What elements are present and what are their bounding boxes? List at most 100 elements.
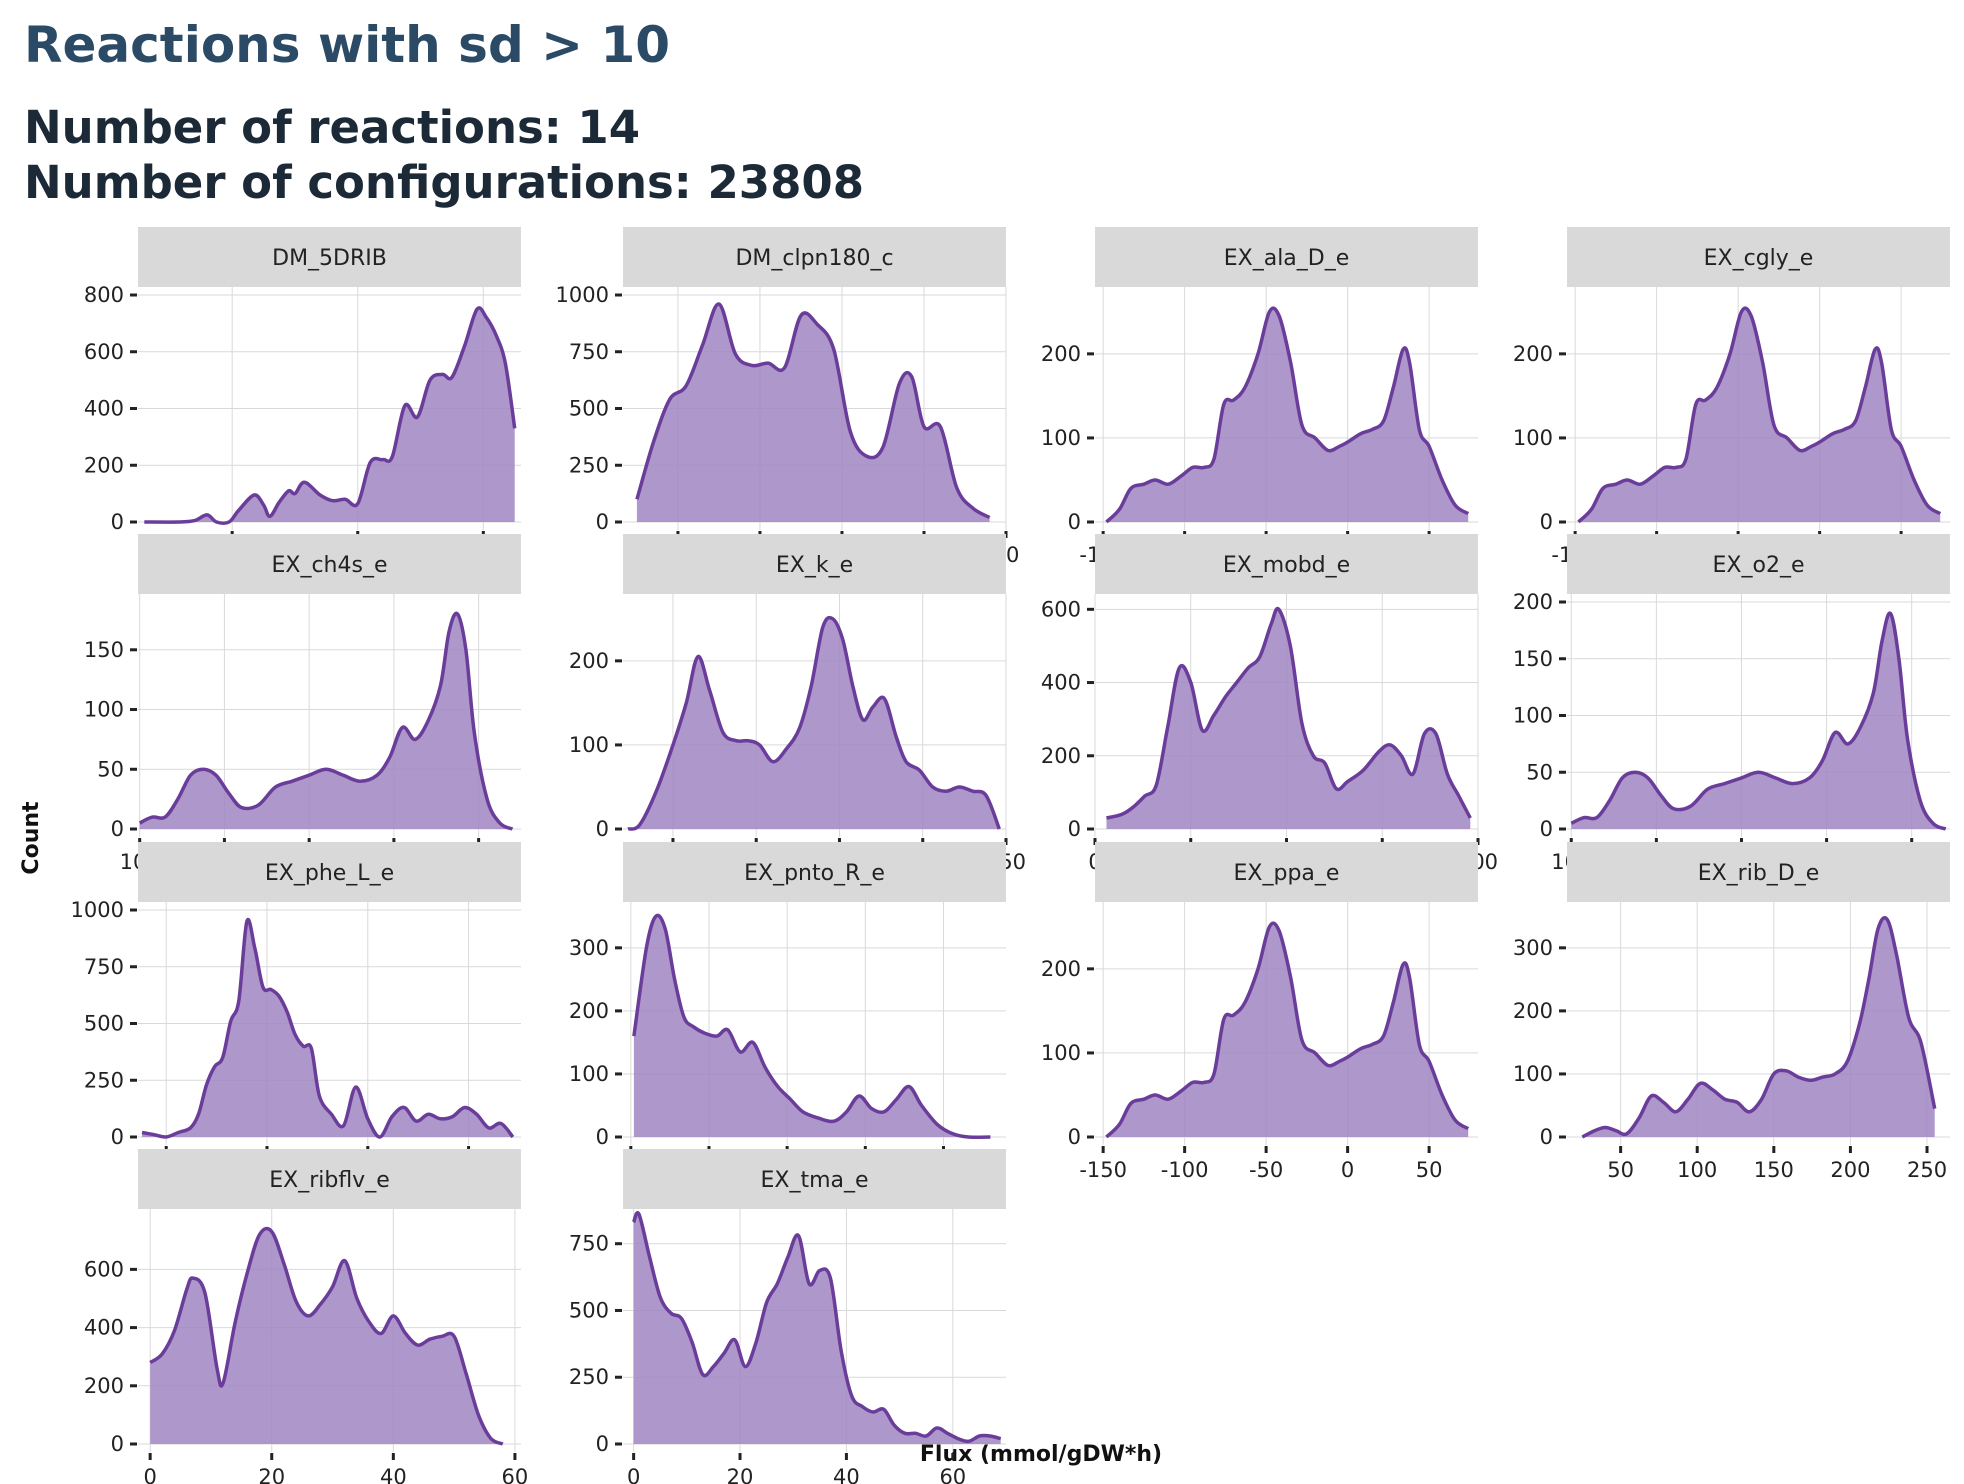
y-tick-label: 300 bbox=[1513, 936, 1553, 960]
y-tick-label: 100 bbox=[1041, 1041, 1081, 1065]
density-area bbox=[139, 613, 513, 829]
x-tick-label: 50 bbox=[1416, 1158, 1443, 1182]
x-tick-label: 20 bbox=[258, 1465, 285, 1484]
density-line bbox=[1570, 611, 1947, 831]
density-line bbox=[144, 306, 517, 525]
y-tick-label: 0 bbox=[1540, 817, 1553, 841]
subtitle-configurations-count: Number of configurations: 23808 bbox=[24, 156, 865, 209]
density-area bbox=[633, 1212, 1001, 1444]
facet-strip-label: DM_5DRIB bbox=[272, 246, 387, 271]
x-tick-label: 50 bbox=[1607, 1158, 1634, 1182]
facet-strip-label: EX_ppa_e bbox=[1234, 861, 1340, 886]
y-tick-label: 200 bbox=[569, 999, 609, 1023]
facet-strip-label: EX_tma_e bbox=[760, 1168, 868, 1193]
facet-strip bbox=[138, 227, 521, 287]
y-tick-label: 750 bbox=[84, 955, 124, 979]
x-tick-label: -100 bbox=[1161, 1158, 1209, 1182]
facet-strip bbox=[623, 227, 1006, 287]
x-tick-label: 250 bbox=[1907, 1158, 1947, 1182]
chart-title: Reactions with sd > 10 bbox=[24, 16, 671, 74]
density-line bbox=[1105, 921, 1470, 1139]
y-tick-label: 0 bbox=[1068, 1125, 1081, 1149]
facet-strip bbox=[138, 534, 521, 594]
subtitle-reactions-count: Number of reactions: 14 bbox=[24, 101, 641, 154]
facet-strip-label: EX_cgly_e bbox=[1704, 246, 1814, 271]
facet-strip bbox=[138, 1149, 521, 1209]
x-tick-label: 60 bbox=[502, 1465, 529, 1484]
y-tick-label: 250 bbox=[569, 1365, 609, 1389]
facet-strip-label: EX_rib_D_e bbox=[1698, 861, 1820, 886]
x-tick-label: 20 bbox=[727, 1465, 754, 1484]
y-axis-title: Count bbox=[19, 801, 44, 875]
density-line bbox=[632, 913, 991, 1139]
x-tick-label: 100 bbox=[1677, 1158, 1717, 1182]
facet-panel-ex-rib-d-e: EX_rib_D_e 50 100 150 200 250 0 100 200 300 bbox=[1513, 842, 1950, 1182]
facet-strip bbox=[623, 534, 1006, 594]
y-tick-label: 100 bbox=[1041, 426, 1081, 450]
y-tick-label: 100 bbox=[1513, 426, 1553, 450]
facet-panel-ex-mobd-e: EX_mobd_e02550751000200400600 bbox=[1041, 534, 1498, 874]
facet-strip-label: EX_mobd_e bbox=[1223, 553, 1350, 578]
density-area bbox=[144, 307, 515, 524]
facet-strip bbox=[1095, 534, 1478, 594]
facet-panel-ex-ppa-e: EX_ppa_e -150 -100 -50 0 50 0 100 200 bbox=[1041, 842, 1478, 1182]
x-tick-label: 200 bbox=[1830, 1158, 1870, 1182]
density-line bbox=[1577, 306, 1942, 524]
x-axis-title: Flux (mmol/gDW*h) bbox=[920, 1442, 1162, 1467]
y-tick-label: 500 bbox=[569, 397, 609, 421]
facet-panel-ex-o2-e: EX_o2_e100200300400500050100150200 bbox=[1513, 534, 1950, 874]
y-tick-label: 0 bbox=[596, 1125, 609, 1149]
facet-panel-ex-ch4s-e: EX_ch4s_e100200300400500050100150 bbox=[84, 534, 521, 874]
y-tick-label: 200 bbox=[1513, 590, 1553, 614]
density-area bbox=[636, 304, 990, 522]
y-tick-label: 100 bbox=[1513, 704, 1553, 728]
density-area bbox=[1571, 613, 1946, 829]
density-line bbox=[1581, 916, 1937, 1139]
density-line bbox=[149, 1226, 504, 1446]
y-tick-label: 400 bbox=[84, 397, 124, 421]
y-tick-label: 0 bbox=[596, 1432, 609, 1456]
density-area bbox=[633, 915, 991, 1138]
facet-strip bbox=[623, 842, 1006, 902]
density-line bbox=[141, 917, 515, 1139]
x-tick-label: 60 bbox=[939, 1465, 966, 1484]
y-tick-label: 250 bbox=[84, 1068, 124, 1092]
y-tick-label: 200 bbox=[1041, 342, 1081, 366]
y-tick-label: 200 bbox=[1041, 744, 1081, 768]
density-line bbox=[138, 611, 514, 831]
density-area bbox=[628, 617, 1000, 830]
y-tick-label: 100 bbox=[84, 698, 124, 722]
facet-panel-dm-5drib: DM_5DRIB-80-4000200400600800 bbox=[84, 227, 521, 567]
facet-strip bbox=[623, 1149, 1006, 1209]
facet-strip-label: EX_ribflv_e bbox=[269, 1168, 390, 1193]
facet-panel-ex-tma-e: EX_tma_e 0 20 40 60 0 250 500 750 bbox=[569, 1149, 1006, 1484]
y-tick-label: 0 bbox=[111, 1125, 124, 1149]
y-tick-label: 100 bbox=[569, 733, 609, 757]
y-tick-label: 0 bbox=[596, 510, 609, 534]
y-tick-label: 200 bbox=[1041, 957, 1081, 981]
y-tick-label: 400 bbox=[84, 1316, 124, 1340]
y-tick-label: 600 bbox=[84, 1257, 124, 1281]
y-tick-label: 600 bbox=[1041, 597, 1081, 621]
density-line bbox=[1106, 606, 1472, 820]
chart-subtitle: Number of reactions: 14 Number of config… bbox=[24, 100, 864, 210]
y-tick-label: 400 bbox=[1041, 671, 1081, 695]
x-tick-label: 150 bbox=[1754, 1158, 1794, 1182]
density-line bbox=[627, 615, 1001, 831]
facet-strip bbox=[1567, 534, 1950, 594]
y-tick-label: 250 bbox=[569, 453, 609, 477]
facet-strip-label: EX_ch4s_e bbox=[271, 553, 387, 578]
y-tick-label: 300 bbox=[569, 936, 609, 960]
density-area bbox=[142, 919, 513, 1138]
x-tick-label: 40 bbox=[833, 1465, 860, 1484]
y-tick-label: 200 bbox=[569, 649, 609, 673]
y-tick-label: 100 bbox=[569, 1062, 609, 1086]
y-tick-label: 0 bbox=[1068, 510, 1081, 534]
x-tick-label: 0 bbox=[1341, 1158, 1354, 1182]
y-tick-label: 100 bbox=[1513, 1062, 1553, 1086]
y-tick-label: 0 bbox=[111, 1432, 124, 1456]
y-tick-label: 150 bbox=[84, 638, 124, 662]
